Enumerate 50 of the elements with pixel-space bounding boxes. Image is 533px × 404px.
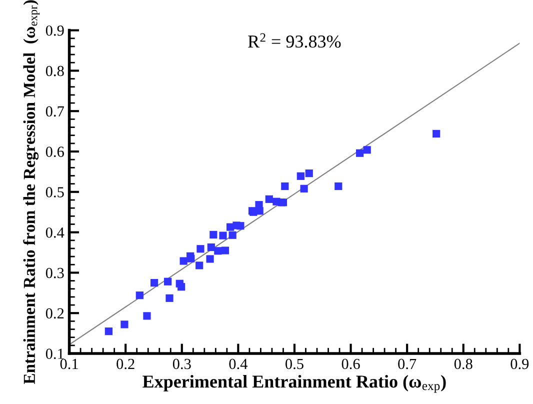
point xyxy=(228,231,236,239)
x-tick-label: 0.1 xyxy=(60,358,78,370)
point xyxy=(210,230,218,239)
y-tick-label: 0.6 xyxy=(46,146,64,158)
y-tick-label: 0.8 xyxy=(46,66,64,76)
point xyxy=(143,312,151,320)
x-tick-label: 0.8 xyxy=(454,358,472,370)
y-tick-label: 0.1 xyxy=(46,348,64,360)
point xyxy=(214,247,222,255)
x-axis-title: Experimental Entrainment Ratio (ω$_{exp}$) xyxy=(142,374,446,393)
point xyxy=(281,182,289,190)
point xyxy=(296,172,304,180)
point xyxy=(206,255,214,263)
point xyxy=(196,262,204,270)
point xyxy=(166,294,174,302)
point xyxy=(221,246,230,254)
point xyxy=(120,320,128,328)
y-tick-label: 0.2 xyxy=(46,308,64,319)
x-tick-label: 0.3 xyxy=(172,358,191,370)
point xyxy=(180,257,188,265)
point xyxy=(196,245,204,253)
point xyxy=(305,170,313,178)
y-tick-label: 0.7 xyxy=(46,106,64,117)
y-axis-title: Entrainment Ratio from the Regression Model (ω$_{expr}$) xyxy=(23,0,40,384)
point xyxy=(265,195,273,203)
point xyxy=(356,149,364,157)
point xyxy=(164,278,172,286)
x-tick-label: 0.5 xyxy=(286,358,304,370)
x-tick-label: 0.2 xyxy=(116,358,134,370)
point xyxy=(432,130,440,138)
y-tick-label: 0.4 xyxy=(46,227,64,238)
point xyxy=(300,184,308,192)
point xyxy=(104,327,112,336)
point xyxy=(363,146,371,154)
point xyxy=(207,243,215,252)
point xyxy=(187,254,195,262)
x-tick-label: 0.4 xyxy=(229,358,248,370)
point xyxy=(334,182,342,190)
point xyxy=(236,222,244,230)
point xyxy=(219,232,227,240)
point xyxy=(178,283,186,291)
x-tick-label: 0.9 xyxy=(510,358,529,370)
x-tick-label: 0.7 xyxy=(398,358,416,370)
point xyxy=(150,278,158,287)
annotation: R$^{2}$ = 93.83% xyxy=(248,33,341,48)
y-tick-label: 0.5 xyxy=(46,187,64,198)
x-tick-label: 0.6 xyxy=(342,358,360,370)
y-tick-label: 0.3 xyxy=(46,268,64,278)
point xyxy=(136,292,144,300)
y-tick-label: 0.9 xyxy=(46,25,64,36)
